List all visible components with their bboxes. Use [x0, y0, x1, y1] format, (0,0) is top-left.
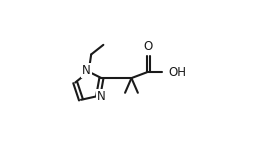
Text: O: O	[143, 40, 153, 52]
Text: OH: OH	[168, 66, 186, 79]
Text: N: N	[82, 64, 91, 77]
Text: N: N	[97, 90, 105, 103]
